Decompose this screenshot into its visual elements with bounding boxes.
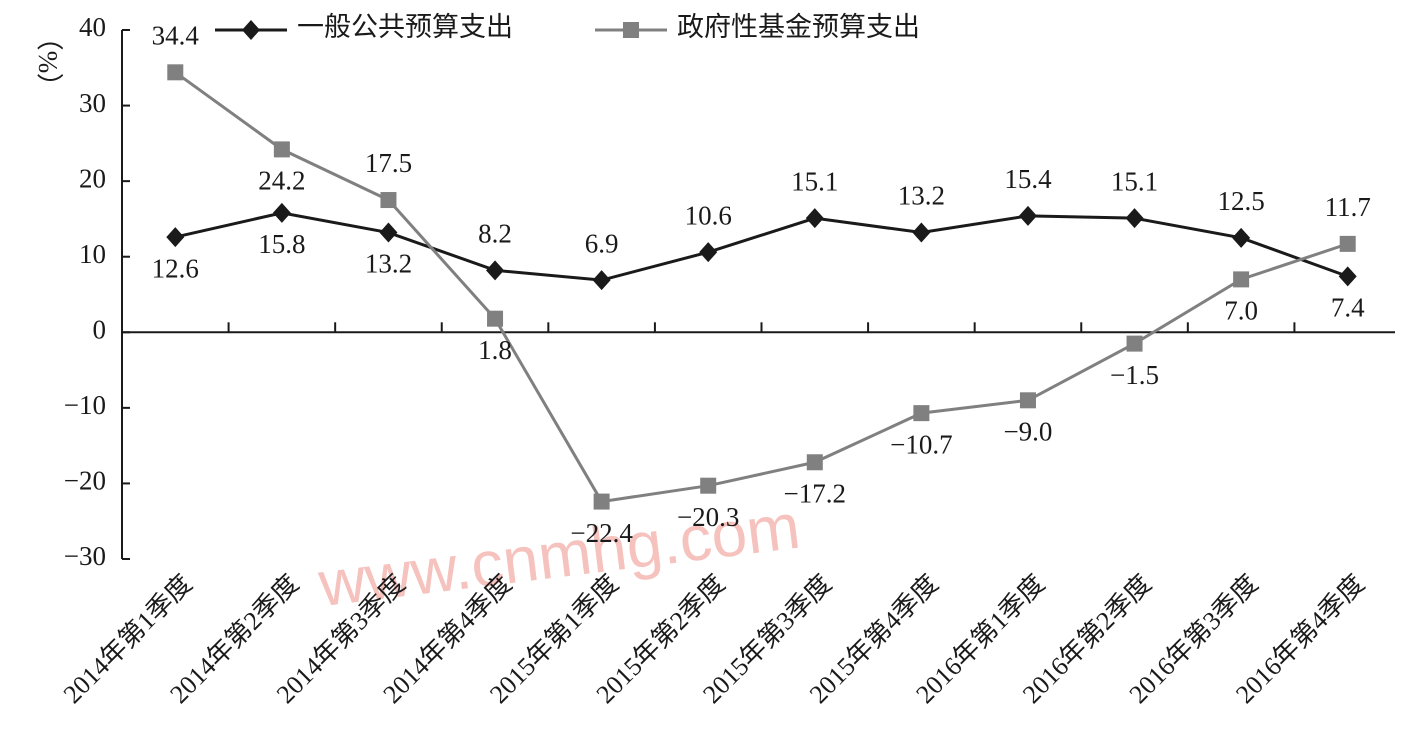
data-label: 6.9 [585,228,619,258]
data-label: 15.1 [1111,166,1158,196]
marker [1338,266,1357,287]
data-label: −20.3 [677,502,739,532]
marker [272,202,291,223]
marker [487,310,504,327]
y-tick-label: 10 [79,239,106,269]
data-label: 8.2 [478,219,512,249]
marker [700,477,717,494]
y-tick-label: 30 [79,88,106,118]
data-label: 1.8 [478,335,512,365]
marker [486,260,505,281]
y-tick-label: 20 [79,163,106,193]
legend-label: 一般公共预算支出 [297,12,513,42]
marker [699,242,718,263]
marker [913,405,930,422]
data-label: 7.4 [1331,293,1365,323]
series-line [174,71,1349,504]
y-axis-label: （%） [33,24,64,101]
data-label: 13.2 [898,181,945,211]
data-label: 13.2 [365,249,412,279]
data-label: −9.0 [1003,417,1052,447]
data-label: 17.5 [365,148,412,178]
marker [592,270,611,291]
data-label: 15.8 [258,229,305,259]
data-label: −17.2 [784,478,846,508]
data-label: 24.2 [258,166,305,196]
series-line [174,211,1349,282]
data-label: −1.5 [1110,360,1159,390]
data-label: 34.4 [152,21,200,51]
marker [273,141,290,158]
legend-marker [623,22,639,38]
marker [593,493,610,510]
y-tick-label: −20 [64,466,106,496]
marker [805,208,824,229]
y-tick-label: −10 [64,390,106,420]
marker [912,222,931,243]
legend-marker [242,20,260,40]
data-label: 10.6 [685,200,732,230]
data-label: −10.7 [890,429,952,459]
marker [166,227,185,248]
y-tick-label: −30 [64,541,106,571]
marker [380,192,397,209]
data-label: 7.0 [1224,296,1258,326]
data-label: 12.5 [1218,186,1265,216]
marker [167,64,184,81]
y-tick-label: 40 [79,12,106,42]
data-label: 11.7 [1325,192,1371,222]
data-label: −22.4 [570,518,633,548]
marker [806,454,823,471]
marker [1019,392,1036,409]
data-label: 15.4 [1004,164,1052,194]
data-label: 12.6 [152,253,199,283]
marker [1339,235,1356,252]
data-label: 15.1 [791,166,838,196]
marker [1018,205,1037,226]
marker [1125,208,1144,229]
marker [1233,271,1250,288]
legend-label: 政府性基金预算支出 [677,12,920,42]
marker [1126,335,1143,352]
marker [379,222,398,243]
marker [1232,227,1251,248]
y-tick-label: 0 [93,314,107,344]
